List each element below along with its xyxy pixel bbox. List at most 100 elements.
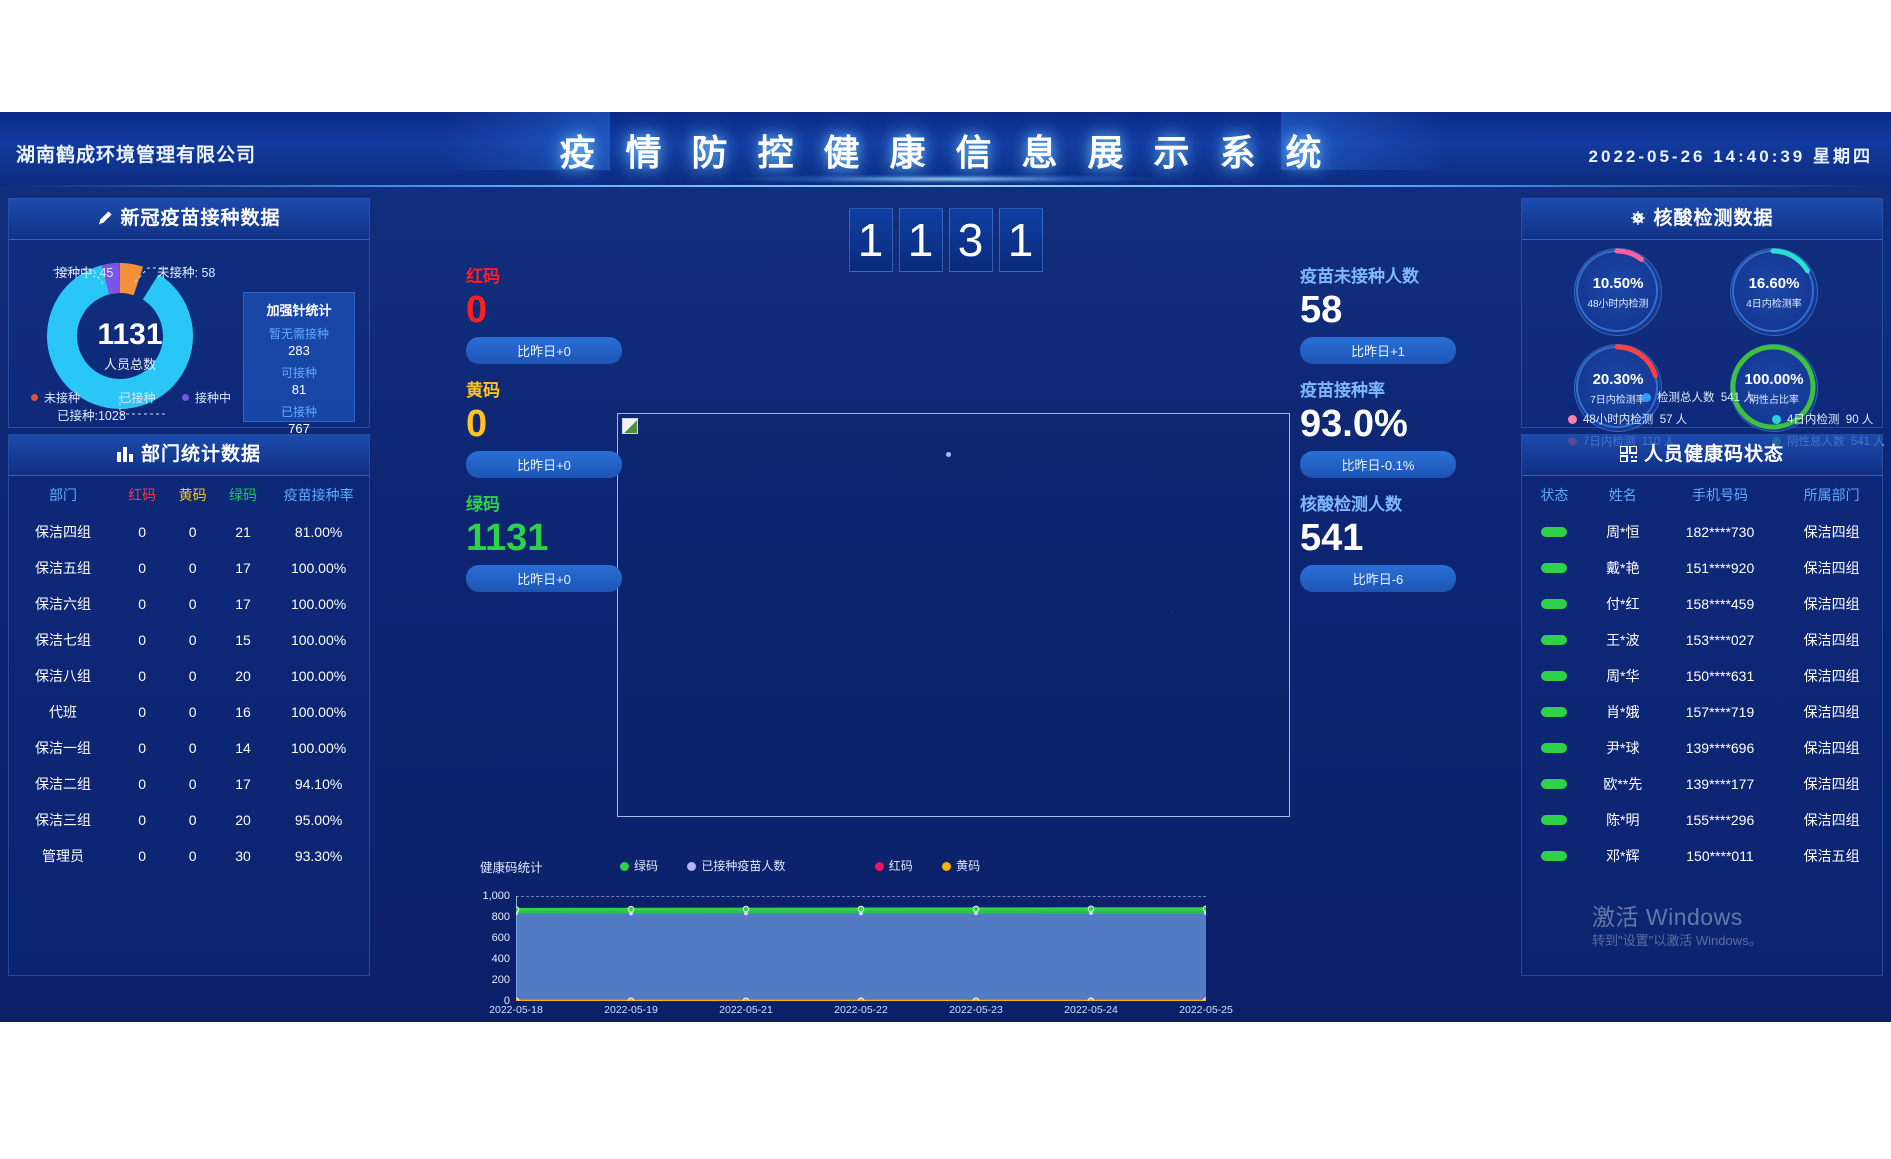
table-row[interactable]: 王*波 153****027 保洁四组	[1522, 622, 1882, 658]
table-row[interactable]: 管理员 0 0 30 93.30%	[9, 838, 369, 874]
chart-legend: 绿码 已接种疫苗人数 红码 黄码	[613, 857, 1006, 874]
status-badge	[1541, 815, 1568, 825]
table-row[interactable]: 肖*娥 157****719 保洁四组	[1522, 694, 1882, 730]
dept-cell-rate: 100.00%	[290, 596, 347, 612]
legend-item-0[interactable]: 未接种	[31, 389, 80, 406]
qrcode-icon	[1618, 437, 1638, 477]
table-row[interactable]: 欧**先 139****177 保洁四组	[1522, 766, 1882, 802]
dept-col-red: 红码	[128, 487, 157, 503]
gauge-negative-value: 100.00%	[1744, 371, 1804, 388]
stat-green-code: 绿码 1131 比昨日+0	[466, 490, 622, 592]
app-header: 湖南鹤成环境管理有限公司 疫 情 防 控 健 康 信 息 展 示 系 统 202…	[0, 112, 1891, 187]
stat-unvaccinated-value: 58	[1300, 289, 1343, 331]
vaccine-panel: 新冠疫苗接种数据 1131 人员总数 接种中: 45 未接种: 58	[8, 198, 370, 436]
chart-legend-item-0[interactable]: 绿码	[613, 857, 658, 874]
table-row[interactable]: 周*恒 182****730 保洁四组	[1522, 514, 1882, 550]
table-row[interactable]: 保洁六组 0 0 17 100.00%	[9, 586, 369, 622]
stat-yellow-code-delta[interactable]: 比昨日+0	[466, 451, 622, 478]
dept-cell-red: 0	[138, 560, 147, 576]
dept-cell-yellow: 0	[188, 812, 197, 828]
health-cell-phone: 151****920	[1685, 560, 1755, 576]
stat-red-code-label: 红码	[466, 267, 500, 286]
dept-cell-yellow: 0	[188, 848, 197, 864]
health-cell-phone: 155****296	[1685, 812, 1755, 828]
table-row[interactable]: 保洁四组 0 0 21 81.00%	[9, 514, 369, 550]
health-cell-name: 周*华	[1606, 668, 1640, 684]
legend-item-2[interactable]: 接种中	[181, 389, 231, 406]
dept-cell-rate: 100.00%	[290, 668, 347, 684]
health-cell-name: 付*红	[1606, 596, 1640, 612]
dept-cell-red: 0	[138, 704, 147, 720]
stat-unvaccinated-label: 疫苗未接种人数	[1300, 267, 1419, 286]
legend-item-1[interactable]: 已接种	[106, 389, 155, 406]
dept-cell-yellow: 0	[188, 668, 197, 684]
health-cell-status	[1522, 658, 1587, 694]
health-cell-status	[1522, 766, 1587, 802]
dept-cell-name: 保洁六组	[35, 596, 91, 612]
dept-cell-green: 21	[235, 524, 251, 540]
table-row[interactable]: 保洁三组 0 0 20 95.00%	[9, 802, 369, 838]
table-row[interactable]: 邓*辉 150****011 保洁五组	[1522, 838, 1882, 874]
table-row[interactable]: 保洁一组 0 0 14 100.00%	[9, 730, 369, 766]
dept-cell-green: 30	[235, 848, 251, 864]
stat-green-code-delta[interactable]: 比昨日+0	[466, 565, 622, 592]
stat-yellow-code-label: 黄码	[466, 381, 500, 400]
table-row[interactable]: 戴*艳 151****920 保洁四组	[1522, 550, 1882, 586]
dept-cell-red: 0	[138, 848, 147, 864]
dept-cell-name: 管理员	[42, 848, 84, 864]
nucleic-panel-title-text: 核酸检测数据	[1653, 208, 1774, 229]
gauge-7d-label: 7日内检测率	[1590, 395, 1646, 406]
table-row[interactable]: 保洁二组 0 0 17 94.10%	[9, 766, 369, 802]
chart-x-tick: 2022-05-18	[489, 1004, 543, 1016]
stat-red-code-delta[interactable]: 比昨日+0	[466, 337, 622, 364]
health-cell-dept: 保洁四组	[1803, 776, 1860, 792]
table-row[interactable]: 周*华 150****631 保洁四组	[1522, 658, 1882, 694]
table-row[interactable]: 付*红 158****459 保洁四组	[1522, 586, 1882, 622]
table-row[interactable]: 保洁七组 0 0 15 100.00%	[9, 622, 369, 658]
health-cell-dept: 保洁五组	[1803, 848, 1860, 864]
chart-legend-item-2[interactable]: 红码	[867, 857, 913, 874]
title-glow-decoration	[735, 174, 1156, 184]
gauge-7d: 20.30% 7日内检测率	[1574, 344, 1662, 432]
status-badge	[1541, 779, 1568, 789]
table-row[interactable]: 保洁八组 0 0 20 100.00%	[9, 658, 369, 694]
table-row[interactable]: 代班 0 0 16 100.00%	[9, 694, 369, 730]
health-col-dept: 所属部门	[1803, 487, 1860, 503]
table-row[interactable]: 尹*球 139****696 保洁四组	[1522, 730, 1882, 766]
dept-cell-rate: 100.00%	[290, 704, 347, 720]
gauge-4d-value: 16.60%	[1748, 275, 1800, 292]
stat-yellow-code: 黄码 0 比昨日+0	[466, 376, 622, 478]
windows-activation-watermark-line2: 转到"设置"以激活 Windows。	[1592, 933, 1762, 948]
nucleic-legend-48h: 48小时内检测 57 人	[1568, 411, 1687, 427]
booster-label-1: 可接种	[280, 366, 317, 380]
chart-legend-item-3[interactable]: 黄码	[935, 857, 980, 874]
gauge-48h-value: 10.50%	[1592, 275, 1644, 292]
chart-legend-item-1[interactable]: 已接种疫苗人数	[687, 857, 785, 874]
dashboard-app: 湖南鹤成环境管理有限公司 疫 情 防 控 健 康 信 息 展 示 系 统 202…	[0, 112, 1891, 1022]
video-placeholder-frame	[617, 413, 1290, 817]
dept-cell-name: 保洁四组	[35, 524, 91, 540]
dept-cell-rate: 95.00%	[294, 812, 343, 828]
health-col-phone: 手机号码	[1691, 487, 1748, 503]
status-badge	[1541, 851, 1568, 861]
health-cell-dept: 保洁四组	[1803, 560, 1860, 576]
chart-plot-area: 1,000 800 600 400 200 0	[482, 890, 1206, 1007]
stat-unvaccinated-delta[interactable]: 比昨日+1	[1300, 337, 1456, 364]
health-cell-dept: 保洁四组	[1803, 812, 1860, 828]
table-row[interactable]: 陈*明 155****296 保洁四组	[1522, 802, 1882, 838]
datetime-display: 2022-05-26 14:40:39 星期四	[1588, 147, 1873, 166]
health-cell-status	[1522, 622, 1587, 658]
health-cell-phone: 139****696	[1685, 740, 1755, 756]
gauge-48h-label: 48小时内检测	[1587, 299, 1649, 310]
virus-icon	[1630, 201, 1646, 241]
stat-nucleic-tested-delta[interactable]: 比昨日-6	[1300, 565, 1456, 592]
bar-chart-icon	[116, 437, 134, 477]
stat-vaccination-rate-delta[interactable]: 比昨日-0.1%	[1300, 451, 1456, 478]
health-col-name: 姓名	[1608, 487, 1637, 503]
table-row[interactable]: 保洁五组 0 0 17 100.00%	[9, 550, 369, 586]
gauge-48h: 10.50% 48小时内检测	[1574, 248, 1662, 336]
stat-red-code: 红码 0 比昨日+0	[466, 262, 622, 364]
dept-col-green: 绿码	[228, 487, 257, 503]
